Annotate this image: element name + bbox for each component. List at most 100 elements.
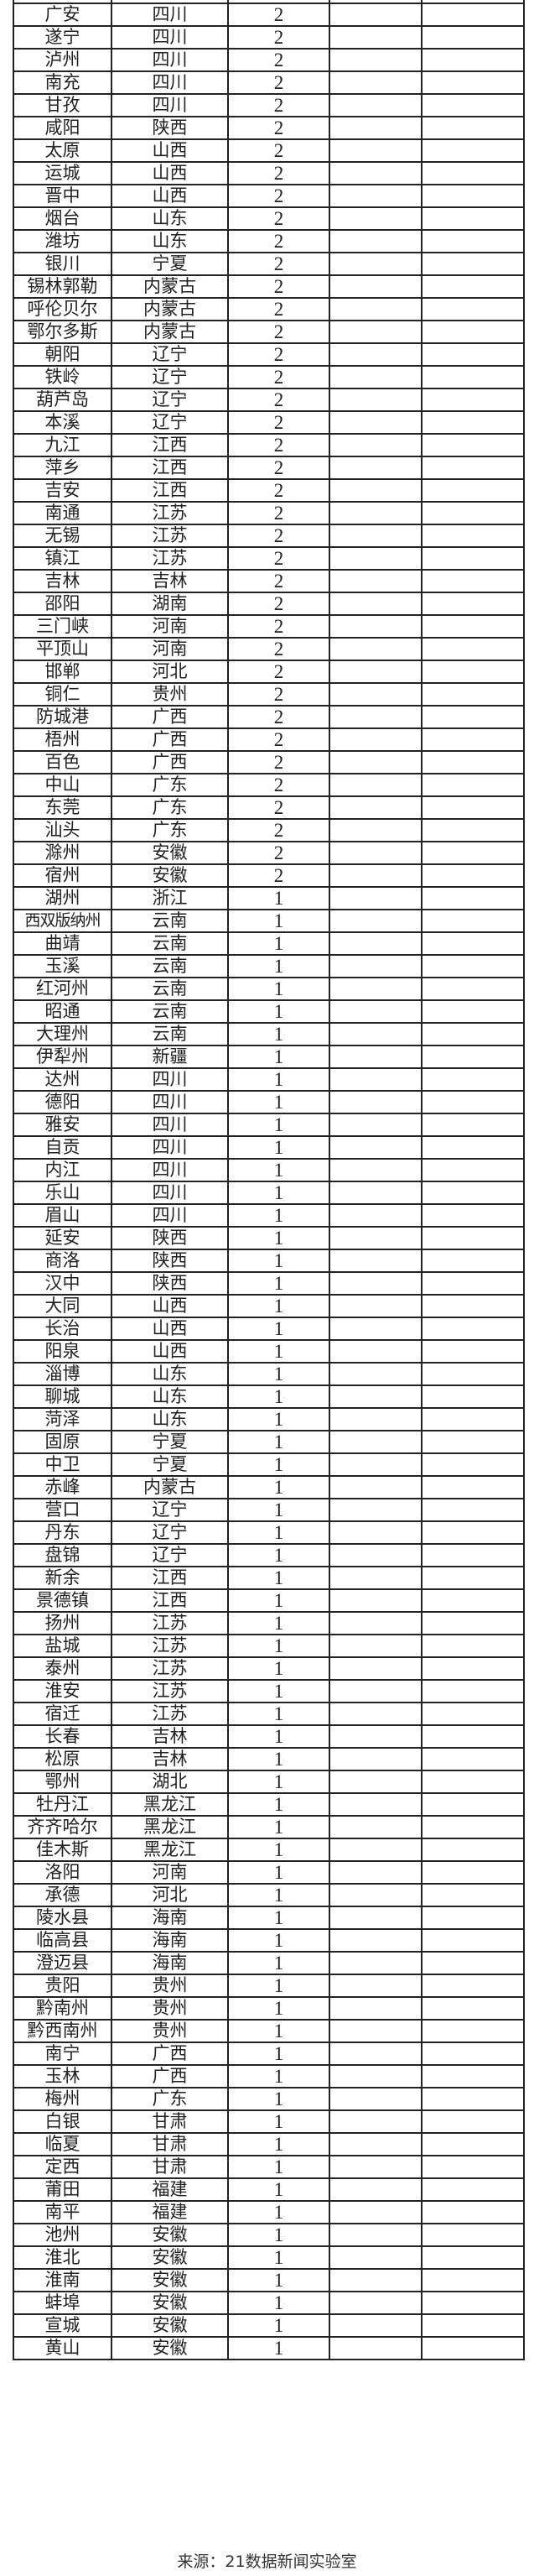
table-row: 邵阳 湖南 2 bbox=[13, 592, 525, 616]
empty-cell bbox=[421, 1045, 525, 1069]
province-cell: 四川 bbox=[111, 1181, 229, 1205]
city-cell: 汉中 bbox=[13, 1271, 112, 1296]
count-cell: 2 bbox=[227, 818, 330, 842]
empty-cell bbox=[329, 1067, 423, 1092]
empty-cell bbox=[421, 1475, 525, 1499]
table-row: 晋中 山西 2 bbox=[13, 184, 525, 208]
count-cell: 1 bbox=[227, 1996, 330, 2021]
empty-cell bbox=[329, 1249, 423, 1273]
count-cell: 1 bbox=[227, 1181, 330, 1205]
city-cell: 聊城 bbox=[13, 1384, 112, 1409]
province-cell: 四川 bbox=[111, 1067, 229, 1092]
empty-cell bbox=[329, 478, 423, 503]
city-count-table: 广安 四川 2 遂宁 四川 2 泸州 四川 2 南充 四川 2 甘孜 四川 2 咸阳 陕西 2 太原 山西 2 运城 山西 2… bbox=[13, 0, 525, 2360]
city-cell: 延安 bbox=[13, 1226, 112, 1250]
table-row: 延安 陕西 1 bbox=[13, 1226, 525, 1250]
province-cell: 安徽 bbox=[111, 2268, 229, 2292]
empty-cell bbox=[421, 2200, 525, 2224]
province-cell: 云南 bbox=[111, 954, 229, 978]
city-cell: 黔西南州 bbox=[13, 2019, 112, 2043]
empty-cell bbox=[329, 297, 423, 321]
city-cell: 九江 bbox=[13, 433, 112, 457]
empty-cell bbox=[329, 229, 423, 253]
province-cell: 广西 bbox=[111, 2042, 229, 2066]
empty-cell bbox=[421, 1407, 525, 1431]
count-cell: 2 bbox=[227, 184, 330, 208]
empty-cell bbox=[329, 2019, 423, 2043]
empty-cell bbox=[329, 2087, 423, 2111]
empty-cell bbox=[421, 1838, 525, 1862]
province-cell: 陕西 bbox=[111, 1226, 229, 1250]
table-row: 吉安 江西 2 bbox=[13, 478, 525, 503]
count-cell: 1 bbox=[227, 931, 330, 956]
city-cell: 烟台 bbox=[13, 206, 112, 231]
table-row: 鄂尔多斯 内蒙古 2 bbox=[13, 320, 525, 344]
city-cell: 赤峰 bbox=[13, 1475, 112, 1499]
province-cell: 安徽 bbox=[111, 2313, 229, 2338]
empty-cell bbox=[421, 274, 525, 299]
empty-cell bbox=[421, 1656, 525, 1681]
empty-cell bbox=[329, 1724, 423, 1749]
city-cell: 雅安 bbox=[13, 1113, 112, 1137]
table-row: 百色 广西 2 bbox=[13, 750, 525, 774]
empty-cell bbox=[329, 818, 423, 842]
city-cell: 吉林 bbox=[13, 569, 112, 593]
city-cell: 朝阳 bbox=[13, 342, 112, 367]
province-cell: 江苏 bbox=[111, 1611, 229, 1635]
province-cell: 山东 bbox=[111, 206, 229, 231]
count-cell: 1 bbox=[227, 1045, 330, 1069]
count-cell: 1 bbox=[227, 1702, 330, 1726]
empty-cell bbox=[421, 252, 525, 276]
empty-cell bbox=[329, 1339, 423, 1364]
province-cell: 辽宁 bbox=[111, 1498, 229, 1522]
empty-cell bbox=[329, 388, 423, 412]
province-cell: 贵州 bbox=[111, 1974, 229, 1998]
province-cell: 山东 bbox=[111, 1407, 229, 1431]
count-cell: 2 bbox=[227, 569, 330, 593]
province-cell: 河北 bbox=[111, 660, 229, 684]
empty-cell bbox=[329, 138, 423, 163]
empty-cell bbox=[329, 2223, 423, 2247]
count-cell: 2 bbox=[227, 297, 330, 321]
empty-cell bbox=[421, 1384, 525, 1409]
count-cell: 2 bbox=[227, 161, 330, 185]
province-cell: 云南 bbox=[111, 931, 229, 956]
table-row: 汉中 陕西 1 bbox=[13, 1271, 525, 1296]
count-cell: 1 bbox=[227, 1384, 330, 1409]
empty-cell bbox=[421, 1566, 525, 1590]
empty-cell bbox=[421, 931, 525, 956]
city-cell: 葫芦岛 bbox=[13, 388, 112, 412]
count-cell: 1 bbox=[227, 1634, 330, 1658]
empty-cell bbox=[421, 1430, 525, 1454]
count-cell: 1 bbox=[227, 1588, 330, 1613]
empty-cell bbox=[421, 2132, 525, 2156]
province-cell: 四川 bbox=[111, 25, 229, 50]
empty-cell bbox=[329, 1135, 423, 1160]
province-cell: 山西 bbox=[111, 161, 229, 185]
empty-cell bbox=[329, 1430, 423, 1454]
table-row: 梧州 广西 2 bbox=[13, 727, 525, 752]
empty-cell bbox=[421, 2177, 525, 2202]
empty-cell bbox=[421, 297, 525, 321]
empty-cell bbox=[421, 320, 525, 344]
province-cell: 广东 bbox=[111, 2087, 229, 2111]
table-row: 铁岭 辽宁 2 bbox=[13, 365, 525, 389]
province-cell: 山东 bbox=[111, 229, 229, 253]
province-cell: 广西 bbox=[111, 2064, 229, 2088]
table-row: 南充 四川 2 bbox=[13, 70, 525, 95]
city-cell: 盘锦 bbox=[13, 1543, 112, 1567]
count-cell: 2 bbox=[227, 660, 330, 684]
city-cell: 固原 bbox=[13, 1430, 112, 1454]
table-row: 湖州 浙江 1 bbox=[13, 886, 525, 910]
empty-cell bbox=[421, 999, 525, 1024]
city-cell: 百色 bbox=[13, 750, 112, 774]
empty-cell bbox=[421, 705, 525, 729]
province-cell: 吉林 bbox=[111, 1747, 229, 1771]
city-cell: 运城 bbox=[13, 161, 112, 185]
empty-cell bbox=[329, 1770, 423, 1794]
empty-cell bbox=[421, 229, 525, 253]
city-cell: 达州 bbox=[13, 1067, 112, 1092]
count-cell: 2 bbox=[227, 116, 330, 140]
city-cell: 咸阳 bbox=[13, 116, 112, 140]
count-cell: 1 bbox=[227, 2291, 330, 2315]
